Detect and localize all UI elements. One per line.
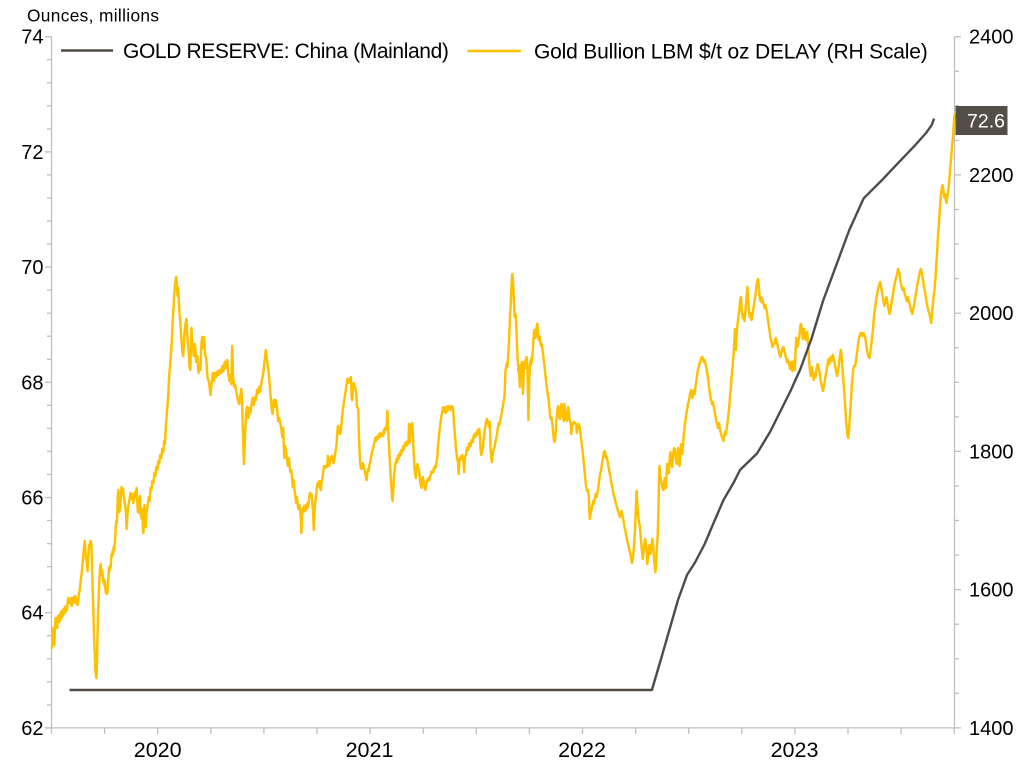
svg-text:74: 74 bbox=[21, 27, 43, 49]
svg-text:72.6: 72.6 bbox=[967, 111, 1005, 133]
svg-text:62: 62 bbox=[21, 718, 43, 740]
svg-text:2000: 2000 bbox=[969, 303, 1014, 325]
svg-text:1600: 1600 bbox=[969, 580, 1014, 602]
svg-text:68: 68 bbox=[21, 372, 43, 394]
svg-text:1800: 1800 bbox=[969, 441, 1014, 463]
svg-text:2020: 2020 bbox=[134, 738, 182, 762]
svg-text:2021: 2021 bbox=[346, 738, 394, 762]
svg-text:2023: 2023 bbox=[771, 738, 819, 762]
svg-text:Ounces, millions: Ounces, millions bbox=[27, 6, 159, 26]
svg-text:GOLD RESERVE: China (Mainland): GOLD RESERVE: China (Mainland) bbox=[123, 40, 449, 63]
svg-text:2200: 2200 bbox=[969, 165, 1014, 187]
svg-text:64: 64 bbox=[21, 603, 43, 625]
svg-text:66: 66 bbox=[21, 488, 43, 510]
svg-text:70: 70 bbox=[21, 257, 43, 279]
svg-text:1400: 1400 bbox=[969, 718, 1014, 740]
svg-text:2400: 2400 bbox=[969, 27, 1014, 49]
svg-text:2022: 2022 bbox=[558, 738, 606, 762]
svg-text:Gold Bullion LBM $/t oz DELAY: Gold Bullion LBM $/t oz DELAY (RH Scale) bbox=[534, 41, 928, 64]
svg-text:72: 72 bbox=[21, 142, 43, 164]
